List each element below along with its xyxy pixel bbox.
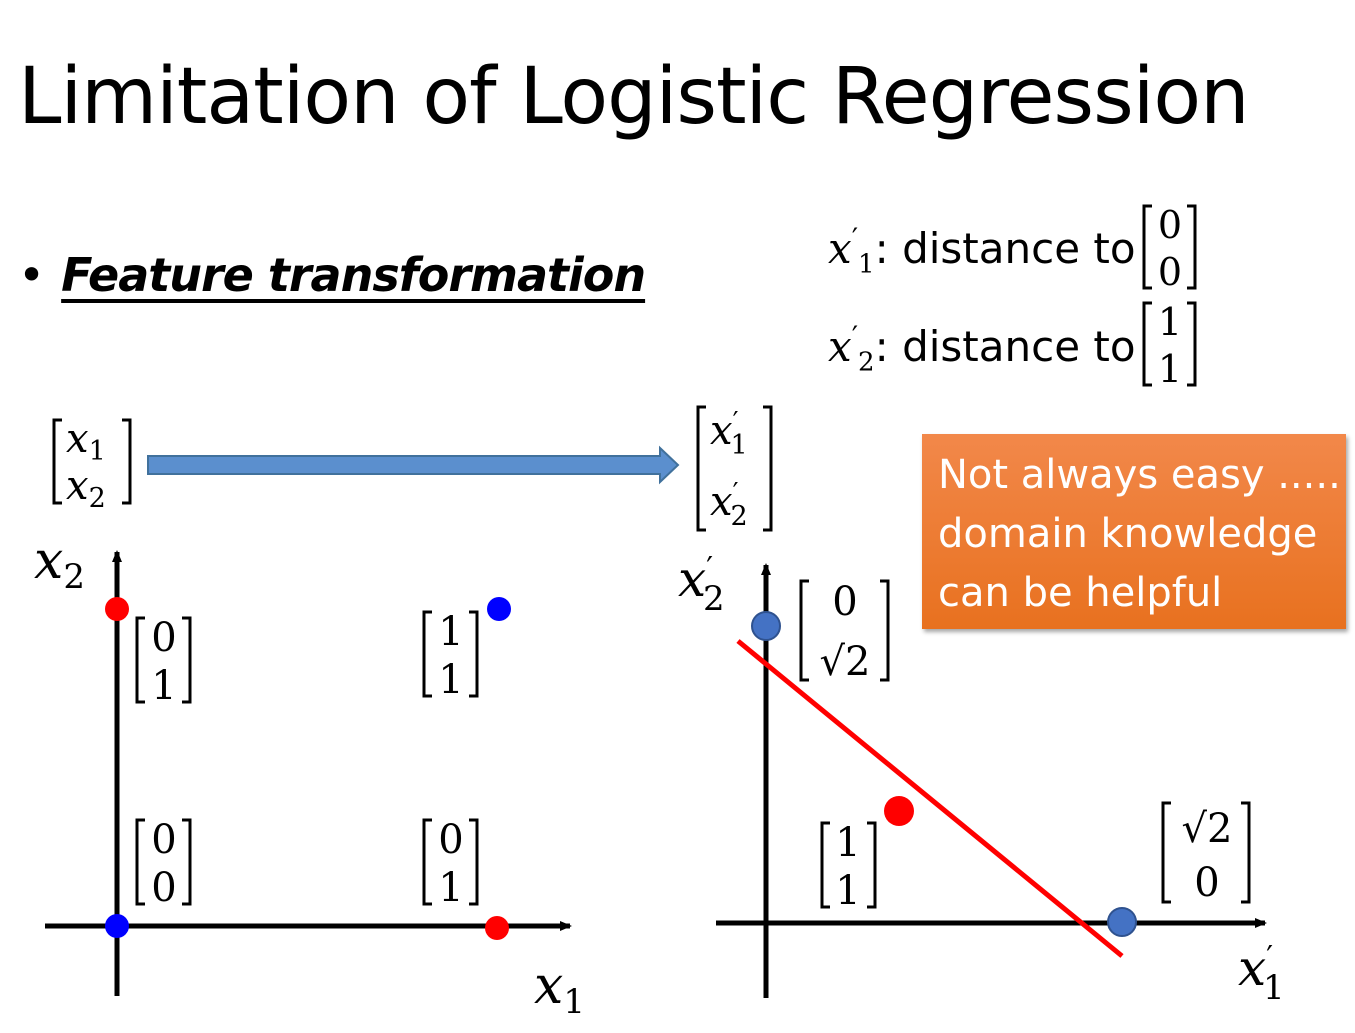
vector-entry: 0: [1158, 203, 1182, 247]
svg-text:x′1: x′ 1: [710, 407, 748, 461]
input-vector: x1 x2: [52, 416, 132, 514]
left-x-label: x1: [534, 956, 585, 1022]
definition-vector-2: 1 1: [1142, 300, 1197, 391]
definition-symbol: x′2: [828, 320, 875, 378]
point-0-sqrt2: [751, 611, 781, 641]
definition-x2-prime: x′2: distance to: [828, 320, 1136, 377]
vector-entry: 1: [1158, 300, 1182, 344]
left-label-1-1: 1 1: [422, 609, 479, 703]
transform-arrow-icon: [147, 445, 680, 485]
slide-title: Limitation of Logistic Regression: [18, 52, 1250, 142]
svg-text:1: 1: [438, 865, 463, 911]
point-0-0-blue: [105, 914, 129, 938]
right-plot: x′ 2 x′ 1 0 √2 1 1 √2 0: [678, 550, 1285, 1008]
output-vector: x′ 1 x′ 2: [696, 405, 773, 532]
decision-boundary: [736, 639, 1124, 958]
svg-text:1: 1: [151, 663, 176, 709]
svg-text:√2: √2: [1182, 806, 1233, 852]
svg-text:0: 0: [438, 817, 463, 863]
definition-text: : distance to: [874, 322, 1136, 371]
svg-text:0: 0: [151, 615, 176, 661]
definition-vector-1: 0 0: [1142, 203, 1197, 294]
callout-line: domain knowledge: [938, 511, 1318, 557]
left-label-bottom-right: 0 1: [422, 817, 479, 911]
svg-text:1: 1: [438, 609, 463, 655]
left-y-label: x2: [34, 531, 85, 597]
left-label-0-0: 0 0: [135, 817, 192, 911]
right-label-0-sqrt2: 0 √2: [799, 579, 890, 685]
point-0-1-red: [105, 597, 129, 621]
callout-line: can be helpful: [938, 570, 1223, 616]
point-1-1-red: [884, 796, 914, 826]
callout-line: Not always easy .....: [938, 452, 1341, 498]
point-sqrt2-0: [1107, 907, 1137, 937]
point-1-0-red: [485, 916, 509, 940]
bullet-text: Feature transformation: [61, 248, 646, 302]
svg-text:0: 0: [151, 865, 176, 911]
callout-box: Not always easy ..... domain knowledge c…: [922, 434, 1346, 629]
svg-text:√2: √2: [820, 639, 871, 685]
bullet-dot-icon: •: [18, 248, 46, 302]
left-label-0-1: 0 1: [135, 615, 192, 709]
svg-text:0: 0: [832, 579, 857, 625]
svg-text:0: 0: [151, 817, 176, 863]
definition-x1-prime: x′1: distance to: [828, 222, 1136, 279]
svg-text:0: 0: [1194, 860, 1219, 906]
vector-entry: 0: [1158, 250, 1182, 294]
svg-text:1: 1: [835, 868, 860, 914]
svg-text:x1: x1: [66, 416, 106, 467]
svg-text:1: 1: [835, 820, 860, 866]
vector-entry: 1: [1158, 347, 1182, 391]
svg-text:1: 1: [438, 657, 463, 703]
point-1-1-blue: [487, 597, 511, 621]
right-x-label: x′ 1: [1238, 939, 1285, 1008]
definition-symbol: x′1: [828, 222, 875, 280]
left-plot: x2 x1 0 1 1 1 0 0 0: [34, 531, 585, 1022]
right-y-label: x′ 2: [678, 550, 725, 619]
bullet-item: • Feature transformation: [18, 248, 646, 302]
definition-text: : distance to: [874, 224, 1136, 273]
right-label-sqrt2-0: √2 0: [1161, 801, 1251, 906]
svg-text:x′2: x′ 2: [710, 478, 748, 532]
right-label-1-1: 1 1: [820, 820, 877, 914]
svg-text:x2: x2: [66, 463, 106, 514]
